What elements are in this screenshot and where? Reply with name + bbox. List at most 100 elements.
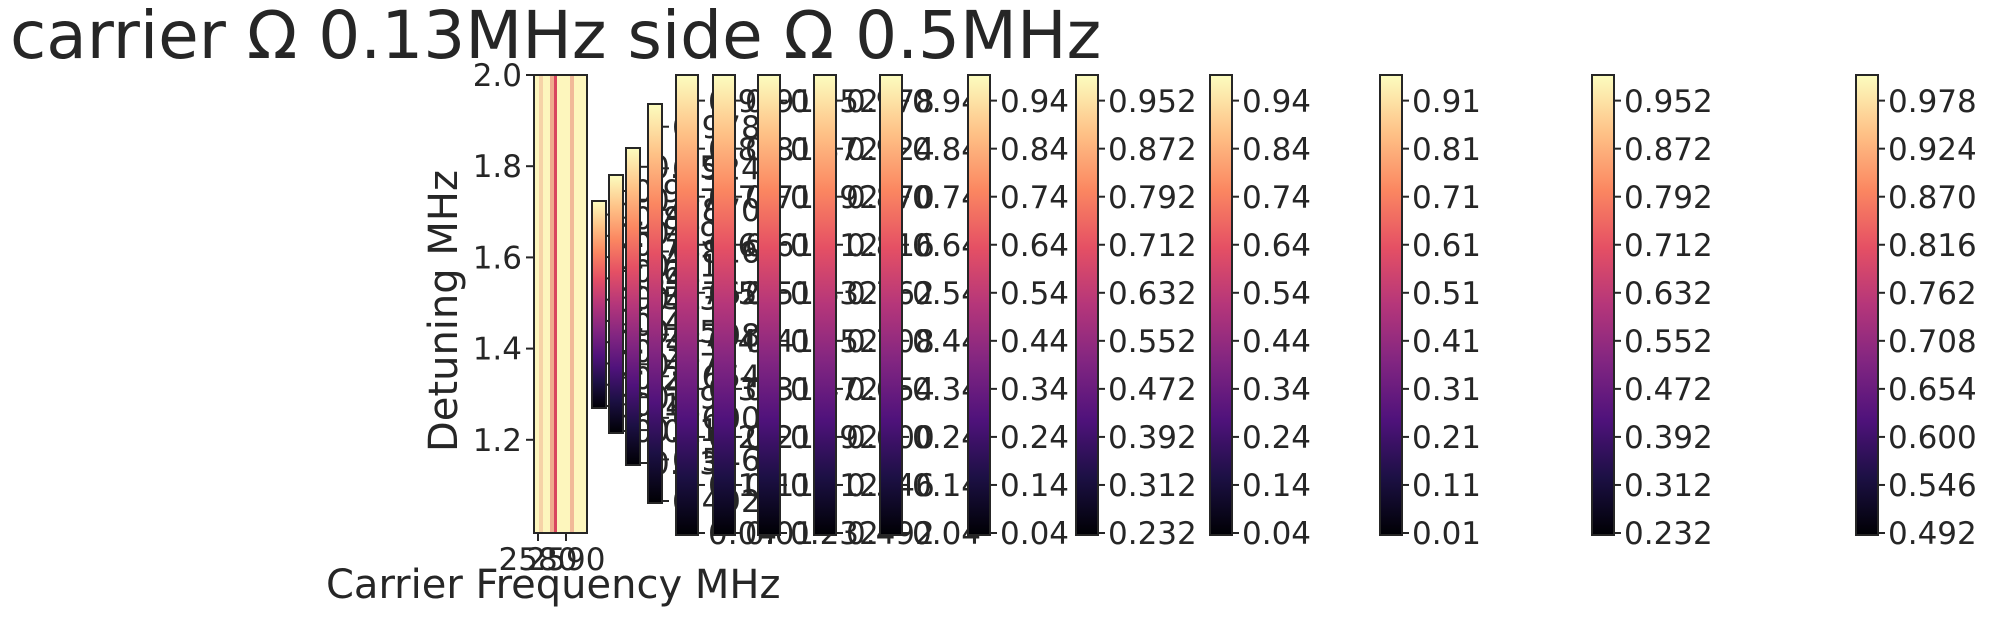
colorbar-gradient bbox=[1380, 75, 1402, 535]
colorbar-gradient bbox=[1210, 75, 1232, 535]
colorbar-gradient bbox=[676, 75, 698, 535]
colorbar-tick-label: 0.632 bbox=[1624, 276, 1713, 312]
colorbar-frame bbox=[757, 74, 781, 536]
colorbar-tick-label: 0.44 bbox=[1000, 324, 1069, 360]
colorbar-tick-label: 0.84 bbox=[1000, 132, 1069, 168]
colorbar-tick-label: 0.54 bbox=[1000, 276, 1069, 312]
colorbar-gradient bbox=[648, 104, 662, 503]
colorbar-tick-label: 0.74 bbox=[1242, 180, 1311, 216]
colorbar-tick-label: 0.312 bbox=[1624, 468, 1713, 504]
colorbar-gradient bbox=[609, 175, 623, 433]
colorbar-tick-label: 0.392 bbox=[1108, 420, 1197, 456]
colorbar-tick-label: 0.552 bbox=[1108, 324, 1197, 360]
y-tick-label: 1.8 bbox=[473, 149, 522, 185]
colorbar-tick-label: 0.600 bbox=[1888, 420, 1977, 456]
colorbar-tick-label: 0.232 bbox=[1108, 516, 1197, 552]
heatmap-resonance-line bbox=[554, 75, 557, 533]
colorbar-tick-label: 0.552 bbox=[1624, 324, 1713, 360]
colorbar-tick-label: 0.872 bbox=[1108, 132, 1197, 168]
chart-title: carrier Ω 0.13MHz side Ω 0.5MHz bbox=[10, 0, 1101, 74]
colorbar-tick-label: 0.04 bbox=[1242, 516, 1311, 552]
colorbar-tick-label: 0.472 bbox=[1624, 372, 1713, 408]
x-tick-label: 2590 bbox=[527, 542, 606, 578]
colorbar-tick-label: 0.14 bbox=[1000, 468, 1069, 504]
overlapping-colorbars: 0.040.140.240.340.440.540.640.740.840.94… bbox=[591, 74, 981, 552]
colorbar-frame bbox=[1591, 74, 1615, 536]
colorbar-tick-label: 0.392 bbox=[1624, 420, 1713, 456]
colorbar-frame bbox=[1379, 74, 1403, 536]
colorbar-tick-label: 0.94 bbox=[1000, 84, 1069, 120]
x-tick-label: 2580 bbox=[499, 542, 578, 578]
colorbar-gradient bbox=[713, 75, 735, 535]
colorbar-tick-label: 0.91 bbox=[1412, 84, 1481, 120]
colorbar-gradient bbox=[1076, 75, 1098, 535]
colorbar-tick-label: 0.14 bbox=[1242, 468, 1311, 504]
colorbar-tick-label: 0.81 bbox=[1412, 132, 1481, 168]
colorbar-tick-label: 0.54 bbox=[1242, 276, 1311, 312]
y-tick-label: 1.6 bbox=[473, 240, 522, 276]
y-tick-label: 2.0 bbox=[473, 58, 522, 94]
colorbar-tick-label: 0.51 bbox=[1412, 276, 1481, 312]
colorbar-tick-label: 0.792 bbox=[1624, 180, 1713, 216]
colorbar-frame bbox=[608, 174, 624, 434]
colorbar-tick-label: 0.762 bbox=[1888, 276, 1977, 312]
colorbar-tick-label: 0.712 bbox=[1624, 228, 1713, 264]
colorbar-tick-label: 0.708 bbox=[1888, 324, 1977, 360]
heatmap-frame bbox=[533, 74, 588, 534]
colorbar-frame bbox=[591, 200, 607, 409]
colorbar-tick-label: 0.41 bbox=[1412, 324, 1481, 360]
y-tick-label: 1.2 bbox=[473, 423, 522, 459]
colorbar-group: 0.04 0.14 0.24 0.34 0.44 0.54 0.64 0.74 0.84 0.94… bbox=[967, 74, 1977, 552]
colorbar: 0.232 0.312 0.392 0.472 0.552 0.632 0.712 0.792… bbox=[1591, 74, 1713, 552]
colorbar-tick-label: 0.31 bbox=[1412, 372, 1481, 408]
heatmap-feature-line bbox=[570, 75, 574, 533]
colorbar-frame bbox=[675, 74, 699, 536]
colorbar-tick-label: 0.816 bbox=[1888, 228, 1977, 264]
colorbar-tick-label: 0.04 bbox=[1000, 516, 1069, 552]
colorbar-frame bbox=[625, 147, 641, 466]
colorbar-gradient bbox=[814, 75, 836, 535]
colorbar-tick-label: 0.632 bbox=[1108, 276, 1197, 312]
colorbar-gradient bbox=[626, 148, 640, 465]
colorbar-tick-label: 0.654 bbox=[1888, 372, 1977, 408]
colorbar: 0.492 0.546 0.600 0.654 0.708 0.762 0.816 0.870… bbox=[1855, 74, 1977, 552]
x-axis-label: Carrier Frequency MHz bbox=[326, 562, 780, 608]
colorbar-tick-label: 0.64 bbox=[1000, 228, 1069, 264]
colorbar-tick-label: 0.24 bbox=[1000, 420, 1069, 456]
colorbar-tick-label: 0.870 bbox=[1888, 180, 1977, 216]
colorbar-tick-label: 0.74 bbox=[1000, 180, 1069, 216]
colorbar-tick-label: 0.472 bbox=[1108, 372, 1197, 408]
y-tick-label: 1.4 bbox=[473, 332, 522, 368]
colorbar: 0.040.140.240.340.440.540.640.740.840.94 bbox=[967, 74, 1069, 552]
colorbar-tick-label: 0.34 bbox=[1242, 372, 1311, 408]
colorbar-tick-label: 0.01 bbox=[1412, 516, 1481, 552]
colorbar-frame bbox=[1075, 74, 1099, 536]
colorbar-tick-label: 0.24 bbox=[1242, 420, 1311, 456]
colorbar-tick-label: 0.21 bbox=[1412, 420, 1481, 456]
colorbar-tick-label: 0.978 bbox=[1888, 84, 1977, 120]
colorbar-tick-label: 0.64 bbox=[1242, 228, 1311, 264]
colorbar-tick-label: 0.11 bbox=[1412, 468, 1481, 504]
heatmap-feature-line bbox=[550, 75, 554, 533]
colorbar-tick-label: 0.792 bbox=[1108, 180, 1197, 216]
colorbar-frame bbox=[712, 74, 736, 536]
heatmap-feature-line bbox=[539, 75, 543, 533]
colorbar-frame bbox=[879, 74, 903, 536]
colorbar-tick-label: 0.872 bbox=[1624, 132, 1713, 168]
colorbar-tick-label: 0.924 bbox=[1888, 132, 1977, 168]
colorbar-tick-label: 0.44 bbox=[1242, 324, 1311, 360]
colorbar: 0.232 0.312 0.392 0.472 0.552 0.632 0.712 0.792… bbox=[1075, 74, 1197, 552]
colorbar: 0.01 0.11 0.21 0.31 0.41 0.51 0.61 0.71 0.81 0.91 bbox=[1379, 74, 1481, 552]
colorbar-tick-label: 0.71 bbox=[1412, 180, 1481, 216]
colorbar-tick-label: 0.312 bbox=[1108, 468, 1197, 504]
colorbar: 0.040.140.240.340.440.540.640.740.840.94 bbox=[879, 74, 981, 552]
colorbar-gradient bbox=[880, 75, 902, 535]
y-axis-label: Detuning MHz bbox=[421, 170, 467, 452]
colorbar-gradient bbox=[758, 75, 780, 535]
colorbar-tick-label: 0.712 bbox=[1108, 228, 1197, 264]
colorbar-tick-label: 0.546 bbox=[1888, 468, 1977, 504]
colorbar-frame bbox=[813, 74, 837, 536]
colorbar: 0.040.140.240.340.440.540.640.740.840.94 bbox=[1209, 74, 1311, 552]
